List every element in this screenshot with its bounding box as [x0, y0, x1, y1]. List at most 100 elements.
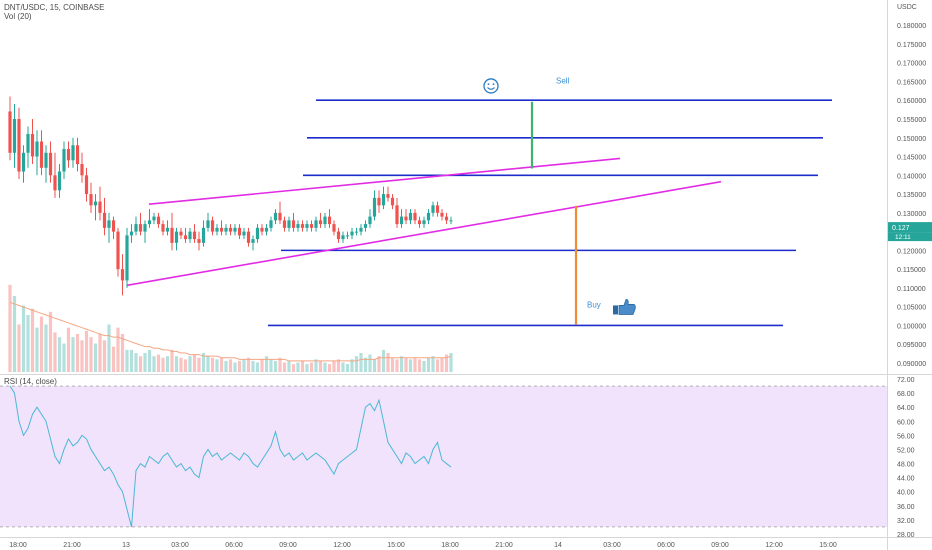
volume-bar	[350, 359, 354, 372]
price-tick-label: 0.105000	[897, 305, 926, 312]
candle-body	[12, 118, 17, 153]
price-tick-label: 0.155000	[897, 117, 926, 124]
volume-bar	[156, 354, 161, 372]
candle-body	[161, 224, 165, 232]
rsi-indicator-label[interactable]: RSI (14, close)	[4, 377, 57, 386]
time-tick-label: 12:00	[765, 542, 783, 549]
volume-bar	[282, 362, 287, 372]
time-tick-label: 13	[122, 542, 130, 549]
time-tick-label: 09:00	[279, 542, 297, 549]
candle-body	[107, 220, 111, 228]
volume-bar	[417, 359, 422, 372]
volume-bar	[314, 359, 318, 372]
candle-body	[273, 212, 278, 221]
candle-body	[143, 224, 147, 232]
candle-body	[89, 194, 93, 206]
rsi-line	[9, 385, 452, 528]
price-tick-label: 0.170000	[897, 61, 926, 68]
volume-bar	[390, 357, 395, 372]
volume-bar	[75, 334, 80, 372]
candle-body	[21, 152, 26, 172]
volume-bar	[381, 349, 386, 372]
symbol-title[interactable]: DNT/USDC, 15, COINBASE	[4, 3, 105, 12]
volume-bar	[233, 362, 237, 372]
price-tick-label: 0.145000	[897, 155, 926, 162]
candle-body	[278, 212, 282, 221]
price-tick-label: 0.115000	[897, 267, 926, 274]
volume-bar	[251, 360, 255, 372]
candle-body	[440, 212, 444, 217]
candle-body	[449, 220, 453, 222]
time-tick-label: 06:00	[657, 542, 675, 549]
volume-bar	[278, 357, 282, 372]
volume-bar	[269, 359, 273, 372]
candle-body	[345, 235, 350, 237]
volume-bar	[449, 353, 453, 372]
volume-bar	[98, 334, 102, 372]
candle-body	[422, 220, 426, 225]
candle-body	[359, 227, 363, 232]
candle-body	[444, 216, 449, 221]
candle-body	[435, 205, 440, 213]
volume-bar	[332, 360, 336, 372]
candle-body	[120, 269, 125, 281]
time-tick-label: 18:00	[441, 542, 459, 549]
volume-bar	[359, 353, 363, 372]
candle-body	[53, 175, 57, 191]
candle-body	[39, 141, 44, 168]
candle-body	[26, 134, 30, 153]
candle-body	[354, 231, 359, 233]
volume-bar	[255, 362, 260, 372]
candle-body	[255, 227, 260, 240]
volume-bar	[404, 357, 408, 372]
volume-bar	[219, 357, 224, 372]
volume-bar	[426, 357, 431, 372]
candle-body	[323, 216, 327, 225]
volume-bar	[53, 332, 57, 372]
rsi-tick-label: 44.00	[897, 476, 915, 483]
volume-bar	[323, 362, 327, 372]
volume-indicator-label[interactable]: Vol (20)	[4, 12, 32, 21]
candle-body	[408, 212, 413, 221]
volume-bar	[395, 359, 399, 372]
volume-bar	[111, 346, 116, 372]
candle-body	[84, 175, 89, 195]
time-tick-label: 21:00	[495, 542, 513, 549]
candle-body	[237, 227, 242, 236]
time-tick-label: 09:00	[711, 542, 729, 549]
volume-bar	[188, 356, 192, 372]
candle-body	[170, 227, 174, 243]
candle-body	[215, 227, 219, 232]
candle-body	[377, 197, 381, 206]
last-price-value: 0.127	[892, 225, 910, 232]
candle-body	[233, 227, 237, 232]
candle-body	[192, 231, 197, 240]
volume-bar	[336, 359, 341, 372]
time-tick-label: 06:00	[225, 542, 243, 549]
price-tick-label: 0.135000	[897, 192, 926, 199]
candle-body	[62, 149, 66, 172]
price-tick-label: 0.140000	[897, 173, 926, 180]
price-tick-label: 0.130000	[897, 211, 926, 218]
candle-body	[404, 216, 408, 221]
volume-bar	[408, 359, 413, 372]
candle-body	[93, 201, 98, 206]
candle-body	[426, 212, 431, 221]
candle-body	[390, 197, 395, 206]
smiley-face-icon	[483, 78, 499, 94]
volume-bar	[12, 296, 17, 372]
rsi-tick-label: 64.00	[897, 405, 915, 412]
candle-body	[395, 205, 399, 225]
volume-bar	[300, 360, 305, 372]
thumbs-up-icon	[613, 299, 636, 315]
candle-body	[183, 235, 188, 240]
candle-body	[174, 231, 179, 243]
volume-bar	[422, 360, 426, 372]
volume-bar	[174, 356, 179, 372]
volume-bar	[44, 324, 48, 372]
candle-body	[57, 171, 62, 191]
candle-body	[98, 201, 102, 213]
volume-bar	[143, 353, 147, 372]
time-tick-label: 03:00	[171, 542, 189, 549]
